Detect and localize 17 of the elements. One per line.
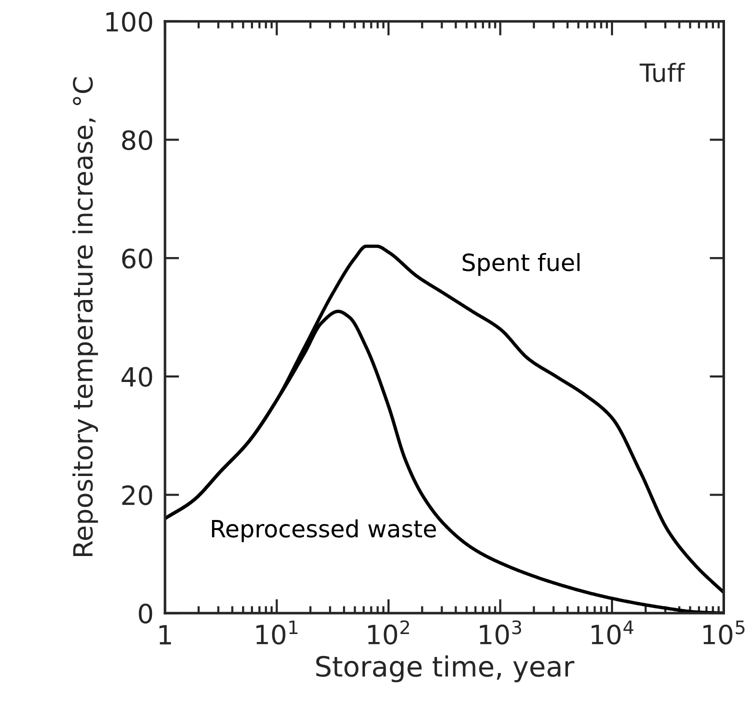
x-tick-label: 10$^{3}$	[480, 620, 522, 645]
y-axis-title: Repository temperature increase, °C	[72, 77, 98, 556]
y-tick-label: 80	[122, 130, 152, 150]
x-axis-title: Storage time, year	[316, 655, 574, 682]
x-tick-label: 10$^{2}$	[368, 620, 410, 645]
annotation: Tuff	[640, 62, 686, 82]
y-tick-label: 60	[122, 248, 152, 269]
x-tick-label: 10$^{1}$	[256, 620, 298, 645]
series-label: Reprocessed waste	[212, 519, 436, 542]
y-tick-label: 40	[122, 366, 152, 387]
series-label: Spent fuel	[462, 253, 580, 276]
y-tick-label: 100	[106, 12, 152, 32]
x-tick-label: 1	[160, 625, 171, 644]
y-tick-label: 0	[138, 604, 152, 624]
x-tick-label: 10$^{4}$	[592, 620, 634, 645]
x-tick-label: 10$^{5}$	[703, 620, 744, 645]
y-tick-label: 20	[122, 485, 152, 506]
